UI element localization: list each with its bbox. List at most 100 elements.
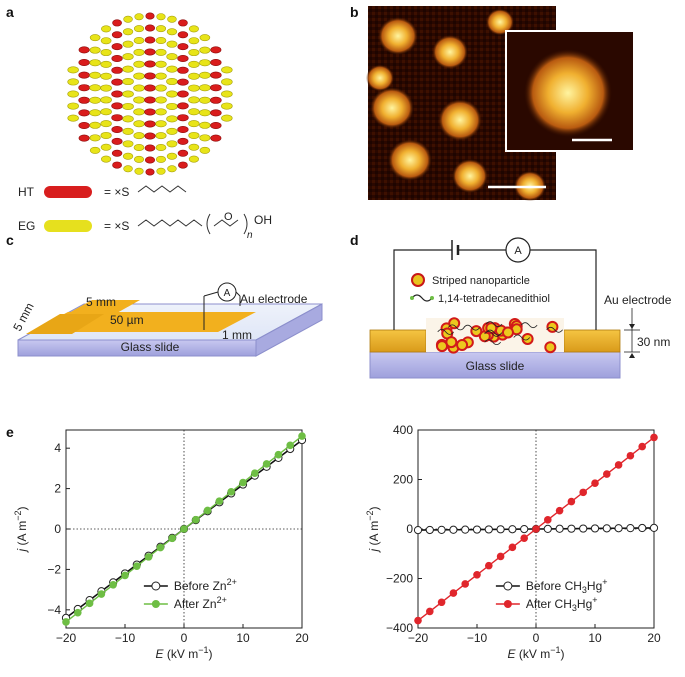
- ligand-bead: [100, 96, 112, 104]
- ligand-bead: [100, 60, 112, 68]
- data-point-before: [472, 525, 482, 534]
- data-point-before: [508, 525, 517, 534]
- ligand-bead: [155, 144, 167, 152]
- legend-eg-formula-head: = ×S: [104, 219, 129, 233]
- ligand-bead: [122, 90, 134, 98]
- ligand-bead: [122, 102, 134, 110]
- electrode-pad: [26, 314, 104, 334]
- ligand-bead: [166, 90, 178, 98]
- ligand-bead: [166, 28, 178, 36]
- data-point-after: [251, 469, 259, 478]
- label-thickness: 30 nm: [637, 335, 670, 349]
- y-axis-label: j (A m−2): [365, 507, 381, 554]
- data-point-after: [97, 590, 106, 598]
- data-point-before: [484, 525, 493, 534]
- ligand-bead: [210, 84, 222, 92]
- panel-a-nanoparticle-model: [67, 12, 233, 176]
- ligand-bead: [134, 167, 144, 175]
- ligand-bead: [112, 19, 122, 27]
- afm-particle: [370, 87, 414, 129]
- ligand-bead: [111, 43, 123, 51]
- ligand-bead: [177, 137, 189, 145]
- ligand-bead: [144, 156, 156, 164]
- data-point-after: [508, 543, 517, 552]
- data-point-before: [626, 524, 635, 533]
- film-dithiol: [485, 329, 503, 336]
- ligand-bead: [133, 120, 145, 128]
- ligand-bead: [123, 15, 133, 23]
- data-point-after: [437, 598, 446, 607]
- data-point-before: [602, 524, 611, 533]
- ligand-bead: [177, 102, 189, 110]
- data-point-after: [215, 497, 224, 505]
- ligand-bead: [122, 53, 134, 61]
- ligand-bead: [177, 31, 189, 39]
- eg-bracket-right-icon: [243, 213, 248, 235]
- data-point-after: [121, 571, 129, 580]
- meter-label-c: A: [224, 288, 231, 299]
- ligand-bead: [210, 109, 222, 117]
- ligand-bead: [199, 84, 211, 92]
- ligand-bead: [177, 149, 189, 157]
- ligand-bead: [221, 90, 233, 98]
- x-tick-label: 0: [181, 631, 188, 645]
- label-au-electrode-c: Au electrode: [240, 292, 308, 306]
- data-point-before: [555, 524, 564, 533]
- ammeter-icon-c: [217, 282, 237, 302]
- ht-ligand-swatch: [44, 186, 92, 198]
- legend-eg-abbr: EG: [18, 219, 35, 233]
- y-tick-label: −400: [386, 621, 413, 635]
- data-point-after: [74, 608, 82, 617]
- ligand-bead: [78, 109, 90, 117]
- ligand-bead: [144, 60, 156, 68]
- data-point-after: [156, 543, 165, 552]
- right-au-electrode: [563, 329, 621, 353]
- ligand-bead: [133, 84, 145, 92]
- film-nanoparticle: [436, 340, 449, 353]
- ligand-bead: [122, 127, 134, 135]
- data-point-after: [614, 461, 623, 469]
- film-dithiol: [513, 334, 531, 341]
- ligand-bead: [188, 84, 200, 92]
- legend-marker: [503, 581, 513, 591]
- data-point-before: [590, 524, 600, 533]
- data-point-after: [449, 589, 458, 597]
- legend-marker: [151, 600, 160, 608]
- x-tick-label: 20: [295, 631, 309, 645]
- panel-a-legend: HT = ×S EG = ×S O n OH: [18, 185, 272, 241]
- y-tick-label: 2: [54, 482, 61, 496]
- x-tick-label: −20: [56, 631, 77, 645]
- ligand-bead: [100, 84, 112, 92]
- eg-chain-icon: [137, 219, 203, 227]
- eg-ligand-swatch: [44, 220, 92, 232]
- ligand-bead: [67, 78, 79, 86]
- ligand-bead: [111, 149, 123, 157]
- data-point-after: [473, 570, 481, 579]
- ligand-bead: [78, 96, 90, 104]
- glass-slide-side: [255, 303, 323, 357]
- ligand-bead: [155, 132, 167, 140]
- ligand-bead: [177, 90, 189, 98]
- svg-text:O: O: [224, 211, 233, 223]
- film-dithiol: [448, 324, 465, 331]
- ligand-bead: [133, 155, 145, 163]
- data-point-after: [239, 478, 247, 487]
- data-point-after: [544, 516, 552, 524]
- ligand-bead: [144, 96, 156, 104]
- ligand-bead: [155, 155, 167, 163]
- legend-eg-subscript: n: [247, 230, 253, 241]
- ligand-bead: [144, 84, 156, 92]
- ligand-bead: [133, 144, 145, 152]
- label-top-width: 5 mm: [86, 295, 116, 309]
- ligand-bead: [122, 65, 134, 73]
- ligand-bead: [155, 84, 167, 92]
- ligand-bead: [100, 131, 112, 139]
- ligand-bead: [89, 34, 101, 42]
- x-tick-label: 10: [236, 631, 250, 645]
- ligand-bead: [122, 140, 134, 148]
- panel-letter-c: c: [6, 232, 14, 248]
- panel-letter-a: a: [6, 4, 14, 20]
- ligand-bead: [166, 127, 178, 135]
- y-tick-label: −200: [386, 572, 413, 586]
